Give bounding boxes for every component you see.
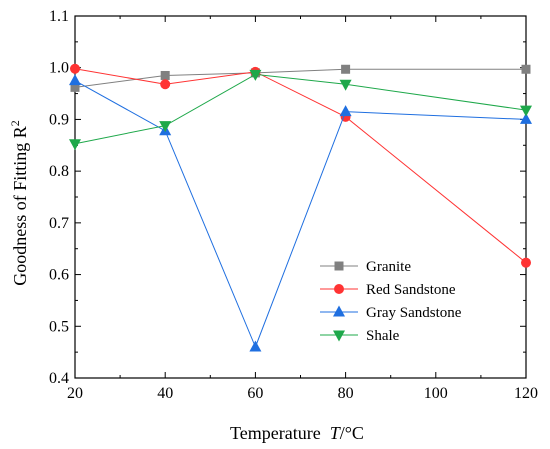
series-red-sandstone (70, 63, 531, 268)
x-tick-label: 60 (247, 385, 263, 402)
y-tick-label: 0.9 (49, 111, 69, 128)
data-point-granite (160, 70, 170, 80)
y-tick-label: 0.6 (49, 267, 69, 284)
legend-swatch-marker (334, 284, 344, 294)
x-tick-label: 100 (424, 385, 448, 402)
legend-swatch-marker (333, 330, 345, 342)
plot-frame (74, 15, 527, 379)
data-point-shale (520, 105, 532, 117)
legend-swatch-marker (334, 261, 344, 271)
x-tick-label: 120 (514, 385, 538, 402)
data-point-red-sandstone (521, 257, 531, 268)
data-point-red-sandstone (160, 79, 171, 90)
legend-label: Gray Sandstone (366, 305, 462, 321)
data-point-granite (521, 64, 531, 74)
x-tick-label: 40 (157, 385, 173, 402)
data-point-gray-sandstone (249, 340, 262, 352)
legend: Granite Red Sandstone Gray Sandstone Shale (320, 259, 462, 344)
series-line-red-sandstone (74, 68, 527, 264)
data-point-gray-sandstone (69, 74, 81, 86)
axes: 20 40 60 80 100 120 0.4 0.5 0.6 0.7 0.8 0.9 1.0 1.1 (49, 8, 538, 402)
series-gray-sandstone (69, 74, 532, 352)
x-axis-title-unit: /°C (340, 423, 364, 443)
legend-item-shale: Shale (320, 328, 400, 344)
data-point-shale (159, 121, 172, 133)
data-point-shale (69, 139, 81, 151)
legend-label: Shale (366, 328, 400, 344)
data-point-shale (249, 69, 262, 81)
y-axis-title-base: Goodness of Fitting R (10, 126, 30, 286)
y-axis-title-sup: 2 (8, 120, 22, 126)
legend-item-red-sandstone: Red Sandstone (320, 282, 456, 298)
y-tick-label: 1.1 (49, 8, 69, 25)
data-point-gray-sandstone (520, 112, 532, 124)
legend-label: Red Sandstone (366, 282, 456, 298)
y-tick-label: 0.7 (49, 215, 69, 232)
data-point-shale (339, 79, 352, 91)
y-axis-title: Goodness of Fitting R2 (8, 120, 30, 286)
data-point-red-sandstone (70, 63, 80, 74)
x-axis-title-prefix: Temperature (230, 423, 330, 443)
y-tick-label: 0.8 (49, 163, 69, 180)
legend-label: Granite (366, 259, 411, 275)
data-point-granite (341, 64, 351, 74)
y-tick-label: 1.0 (49, 60, 69, 77)
series-layer (69, 63, 532, 352)
x-tick-label: 80 (338, 385, 354, 402)
y-tick-label: 0.4 (49, 370, 69, 387)
x-axis-title-var: T (330, 423, 342, 443)
x-tick-label: 20 (67, 385, 83, 402)
series-line-shale (74, 73, 527, 145)
legend-swatch-marker (333, 305, 345, 317)
legend-item-gray-sandstone: Gray Sandstone (320, 305, 462, 321)
y-tick-label: 0.5 (49, 318, 69, 335)
x-axis-title: Temperature T/°C (230, 423, 364, 443)
legend-item-granite: Granite (320, 259, 411, 275)
series-line-granite (74, 68, 526, 88)
data-point-granite (70, 82, 80, 92)
series-granite (70, 64, 531, 92)
series-shale (69, 69, 532, 151)
data-point-gray-sandstone (339, 105, 352, 117)
